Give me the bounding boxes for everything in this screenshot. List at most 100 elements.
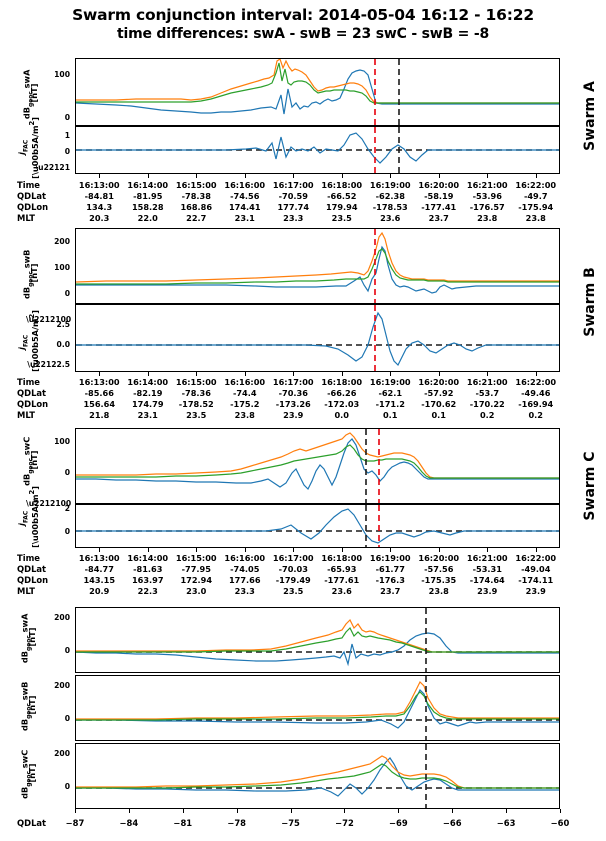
- tick-mlt-swarm-a-4: 23.3: [283, 213, 304, 223]
- tick-qdlat-swarm-a-9: -49.7: [523, 191, 548, 201]
- series-orange-A: [76, 59, 559, 104]
- tick-time-swarm-c-1: 16:14:00: [127, 553, 169, 563]
- panel-bottom-swA-svg: [76, 608, 559, 672]
- tick-time-swarm-b-5: 16:18:00: [321, 377, 363, 387]
- xtick-mark-1-7: [438, 372, 440, 376]
- tick-time-swarm-b-0: 16:13:00: [78, 377, 120, 387]
- tick-qdlon-swarm-b-3: -175.2: [230, 399, 260, 409]
- xtick-qdlat-bottom-2: −81: [173, 818, 193, 828]
- xtick-mark-bottom-2: [182, 809, 184, 813]
- panel-swarmB-db: [75, 228, 560, 304]
- series-orange-bottomC: [76, 755, 559, 789]
- row-label-qdlat-B: QDLat: [17, 388, 47, 398]
- tick-qdlon-swarm-c-2: 172.94: [180, 575, 213, 585]
- tick-mlt-swarm-b-1: 23.1: [137, 410, 158, 420]
- row-label-qdlon-C: QDLon: [17, 575, 49, 585]
- tick-time-swarm-a-2: 16:15:00: [175, 180, 217, 190]
- xtick-mark-bottom-9: [560, 809, 561, 813]
- series-green-bottomA: [76, 626, 559, 653]
- tick-time-swarm-a-4: 16:17:00: [272, 180, 314, 190]
- tick-mlt-swarm-b-7: 0.1: [431, 410, 446, 420]
- xtick-mark-1-4: [293, 372, 295, 376]
- series-green-bottomC: [76, 763, 559, 789]
- tick-time-swarm-a-9: 16:22:00: [515, 180, 557, 190]
- series-green-A: [76, 62, 559, 104]
- ytick-bottomC-0: 0: [64, 782, 70, 791]
- tick-mlt-swarm-a-9: 23.8: [525, 213, 546, 223]
- tick-qdlon-swarm-c-5: -177.61: [324, 575, 360, 585]
- ytick-C-jfac-2: 2: [64, 504, 70, 513]
- ytick-C-m100: \u2212100: [26, 499, 72, 508]
- ytick-B-200: 200: [54, 237, 70, 246]
- ylabel-bottom-swB-unit: [nT]: [27, 695, 37, 715]
- xtick-mark-2-8: [487, 548, 489, 552]
- tick-mlt-swarm-c-3: 23.3: [234, 586, 255, 596]
- ylabel-jfac-swC-unit: [\u00b5A/m2]: [28, 485, 40, 548]
- xtick-mark-bottom-6: [398, 809, 400, 813]
- xtick-qdlat-bottom-5: −72: [335, 818, 354, 828]
- panel-swarmA-db: [75, 58, 560, 126]
- tick-qdlon-swarm-c-3: 177.66: [228, 575, 261, 585]
- xtick-mark-1-6: [390, 372, 392, 376]
- panel-label-swarm-c: Swarm C: [582, 451, 598, 521]
- tick-qdlon-swarm-a-4: 177.74: [277, 202, 310, 212]
- series-orange-C: [76, 432, 559, 479]
- tick-mlt-swarm-a-5: 23.5: [331, 213, 352, 223]
- tick-mlt-swarm-b-9: 0.2: [528, 410, 543, 420]
- tick-mlt-swarm-c-2: 23.0: [186, 586, 207, 596]
- tick-qdlat-swarm-a-5: -66.52: [327, 191, 357, 201]
- panel-swarmC-jfac: [75, 504, 560, 548]
- tick-qdlat-swarm-b-6: -62.1: [378, 388, 403, 398]
- xtick-mark-1-1: [147, 372, 149, 376]
- ytick-bottomC-200: 200: [54, 749, 70, 758]
- ytick-B-0: 0: [64, 289, 70, 298]
- tick-qdlon-swarm-c-4: -179.49: [275, 575, 311, 585]
- ytick-B-jfac-25: 2.5: [56, 320, 70, 329]
- tick-mlt-swarm-c-7: 23.8: [428, 586, 449, 596]
- xtick-mark-1-2: [196, 372, 198, 376]
- series-orange-bottomA: [76, 618, 559, 653]
- xtick-mark-0-9: [535, 174, 537, 178]
- tick-qdlon-swarm-c-7: -175.35: [421, 575, 457, 585]
- tick-mlt-swarm-b-2: 23.5: [186, 410, 207, 420]
- tick-qdlat-swarm-c-2: -77.95: [181, 564, 211, 574]
- panel-swarmC-db-svg: [76, 429, 559, 503]
- row-label-time-A: Time: [17, 180, 40, 190]
- xtick-mark-0-0: [99, 174, 101, 178]
- panel-label-swarm-b: Swarm B: [582, 267, 598, 337]
- xtick-mark-0-6: [390, 174, 392, 178]
- tick-time-swarm-b-6: 16:19:00: [369, 377, 411, 387]
- tick-time-swarm-c-7: 16:20:00: [418, 553, 460, 563]
- tick-qdlon-swarm-b-7: -170.62: [421, 399, 457, 409]
- tick-time-swarm-c-2: 16:15:00: [175, 553, 217, 563]
- tick-mlt-swarm-a-8: 23.8: [477, 213, 498, 223]
- xtick-qdlat-bottom-0: −87: [65, 818, 85, 828]
- panel-swarmA-jfac-svg: [76, 127, 559, 173]
- tick-qdlat-swarm-c-7: -57.56: [424, 564, 454, 574]
- tick-time-swarm-a-1: 16:14:00: [127, 180, 169, 190]
- tick-qdlon-swarm-c-9: -174.11: [518, 575, 554, 585]
- panel-swarmA-jfac: [75, 126, 560, 174]
- xtick-mark-2-0: [99, 548, 101, 552]
- tick-qdlat-swarm-c-3: -74.05: [230, 564, 260, 574]
- tick-time-swarm-b-1: 16:14:00: [127, 377, 169, 387]
- panel-bottom-swA: [75, 607, 560, 673]
- row-label-qdlon-B: QDLon: [17, 399, 49, 409]
- panel-bottom-swC: [75, 743, 560, 809]
- tick-qdlat-swarm-a-4: -70.59: [278, 191, 308, 201]
- tick-qdlon-swarm-c-8: -174.64: [469, 575, 505, 585]
- tick-time-swarm-a-0: 16:13:00: [78, 180, 120, 190]
- tick-qdlat-swarm-b-9: -49.46: [521, 388, 551, 398]
- tick-time-swarm-c-8: 16:21:00: [466, 553, 508, 563]
- xtick-mark-1-8: [487, 372, 489, 376]
- xtick-mark-1-0: [99, 372, 101, 376]
- xtick-mark-bottom-7: [452, 809, 454, 813]
- tick-qdlon-swarm-a-1: 158.28: [131, 202, 164, 212]
- tick-qdlat-swarm-b-4: -70.36: [278, 388, 308, 398]
- tick-qdlat-swarm-b-7: -57.92: [424, 388, 454, 398]
- xtick-mark-0-4: [293, 174, 295, 178]
- tick-time-swarm-a-7: 16:20:00: [418, 180, 460, 190]
- series-green-C: [76, 444, 559, 479]
- series-blue-bottomA: [76, 632, 559, 667]
